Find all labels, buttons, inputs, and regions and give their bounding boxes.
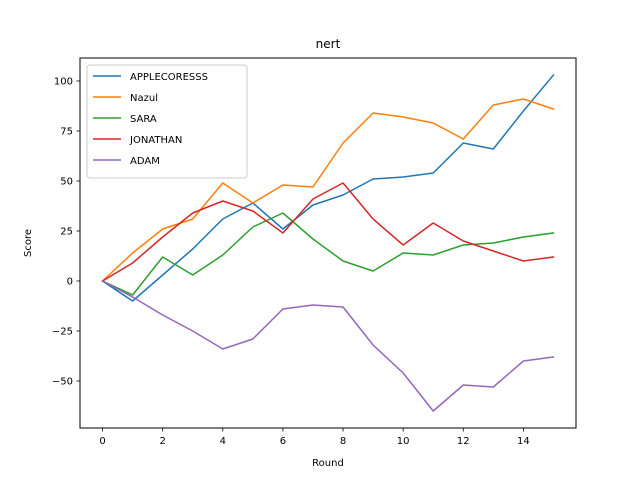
y-tick-label: 75 [60,127,73,138]
y-tick-label: 0 [67,277,73,288]
y-axis: −50 −25 0 25 50 75 100 [52,77,80,388]
series-line-1 [101,73,555,302]
legend-box [86,64,248,179]
x-tick-label: 4 [220,436,226,447]
series-line-4 [101,182,555,283]
series-line-3 [101,212,555,296]
x-tick-label: 12 [457,436,470,447]
legend-label: ADAM [130,156,160,167]
y-tick-label: −25 [52,327,73,338]
legend-label: JONATHAN [129,135,182,146]
y-tick-label: −50 [52,377,73,388]
x-tick-label: 2 [159,436,165,447]
x-tick-label: 10 [397,436,410,447]
x-axis-label: Round [312,458,344,469]
legend: APPLECORESSS Nazul SARA JONATHAN ADAM [86,64,248,179]
plot-frame [79,57,577,429]
plot-area [101,73,555,412]
y-tick-label: 25 [60,227,73,238]
y-axis-label: Score [23,229,34,257]
chart-title: nert [316,37,341,51]
legend-label: Nazul [130,93,158,104]
legend-label: SARA [130,114,157,125]
series-line-5 [101,279,555,412]
x-tick-label: 6 [280,436,286,447]
y-tick-label: 50 [60,177,73,188]
legend-label: APPLECORESSS [130,72,208,83]
x-tick-label: 14 [517,436,530,447]
x-tick-label: 0 [99,436,105,447]
x-tick-label: 8 [340,436,346,447]
series-line-2 [101,98,555,283]
y-tick-label: 100 [54,77,73,88]
x-axis: 0 2 4 6 8 10 12 14 [99,428,530,447]
